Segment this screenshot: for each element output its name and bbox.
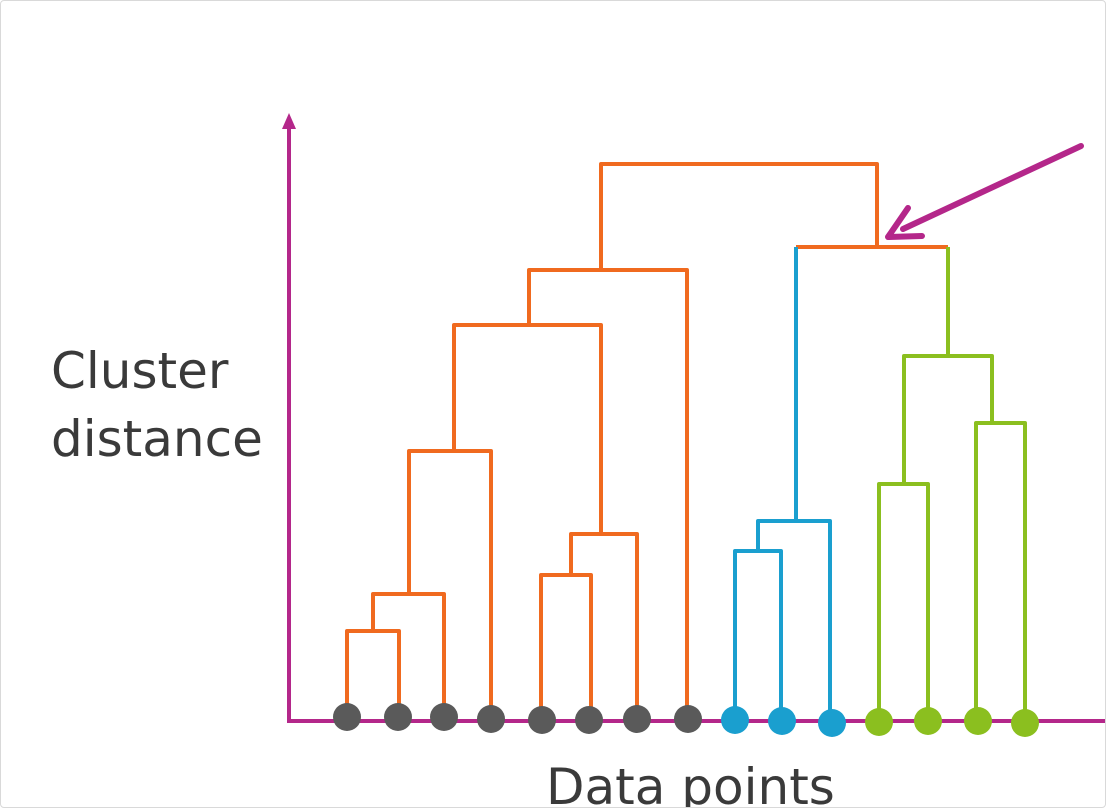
green-branches <box>877 247 1027 717</box>
data-point <box>430 703 458 731</box>
x-axis-label: Data points <box>546 758 835 808</box>
data-point <box>914 707 942 735</box>
pointer-arrow <box>885 143 1084 240</box>
branch-root <box>599 162 879 270</box>
axes <box>282 113 1105 723</box>
branch-green-3-4 <box>974 421 1027 717</box>
arrow-head <box>885 205 925 240</box>
branch-merge-123-4 <box>407 449 493 717</box>
data-point <box>865 708 893 736</box>
data-point <box>623 705 651 733</box>
orange-branches <box>345 162 948 717</box>
data-point <box>333 703 361 731</box>
branch-merge-56-7 <box>569 532 639 717</box>
branch-green-12-34 <box>902 354 994 484</box>
branch-merge-1-2 <box>345 629 401 717</box>
data-points <box>333 703 1039 737</box>
y-axis-label-line1: Cluster <box>51 342 229 400</box>
branch-merge-12-3 <box>371 592 446 717</box>
data-point <box>477 705 505 733</box>
data-point <box>1011 709 1039 737</box>
blue-branches <box>733 247 832 717</box>
data-point <box>964 707 992 735</box>
branch-merge-left-8 <box>527 268 689 717</box>
data-point <box>528 706 556 734</box>
branch-blue-1-2 <box>733 549 783 717</box>
data-point <box>384 703 412 731</box>
arrow-shaft <box>900 143 1084 232</box>
data-point <box>768 707 796 735</box>
y-axis-label-line2: distance <box>51 410 263 468</box>
y-axis-arrowhead <box>282 113 296 129</box>
data-point <box>575 706 603 734</box>
branch-green-1-2 <box>877 482 930 717</box>
branch-merge-left-groups <box>452 323 603 534</box>
branch-merge-5-6 <box>539 573 593 717</box>
data-point <box>721 706 749 734</box>
data-point <box>818 709 846 737</box>
data-point <box>674 705 702 733</box>
